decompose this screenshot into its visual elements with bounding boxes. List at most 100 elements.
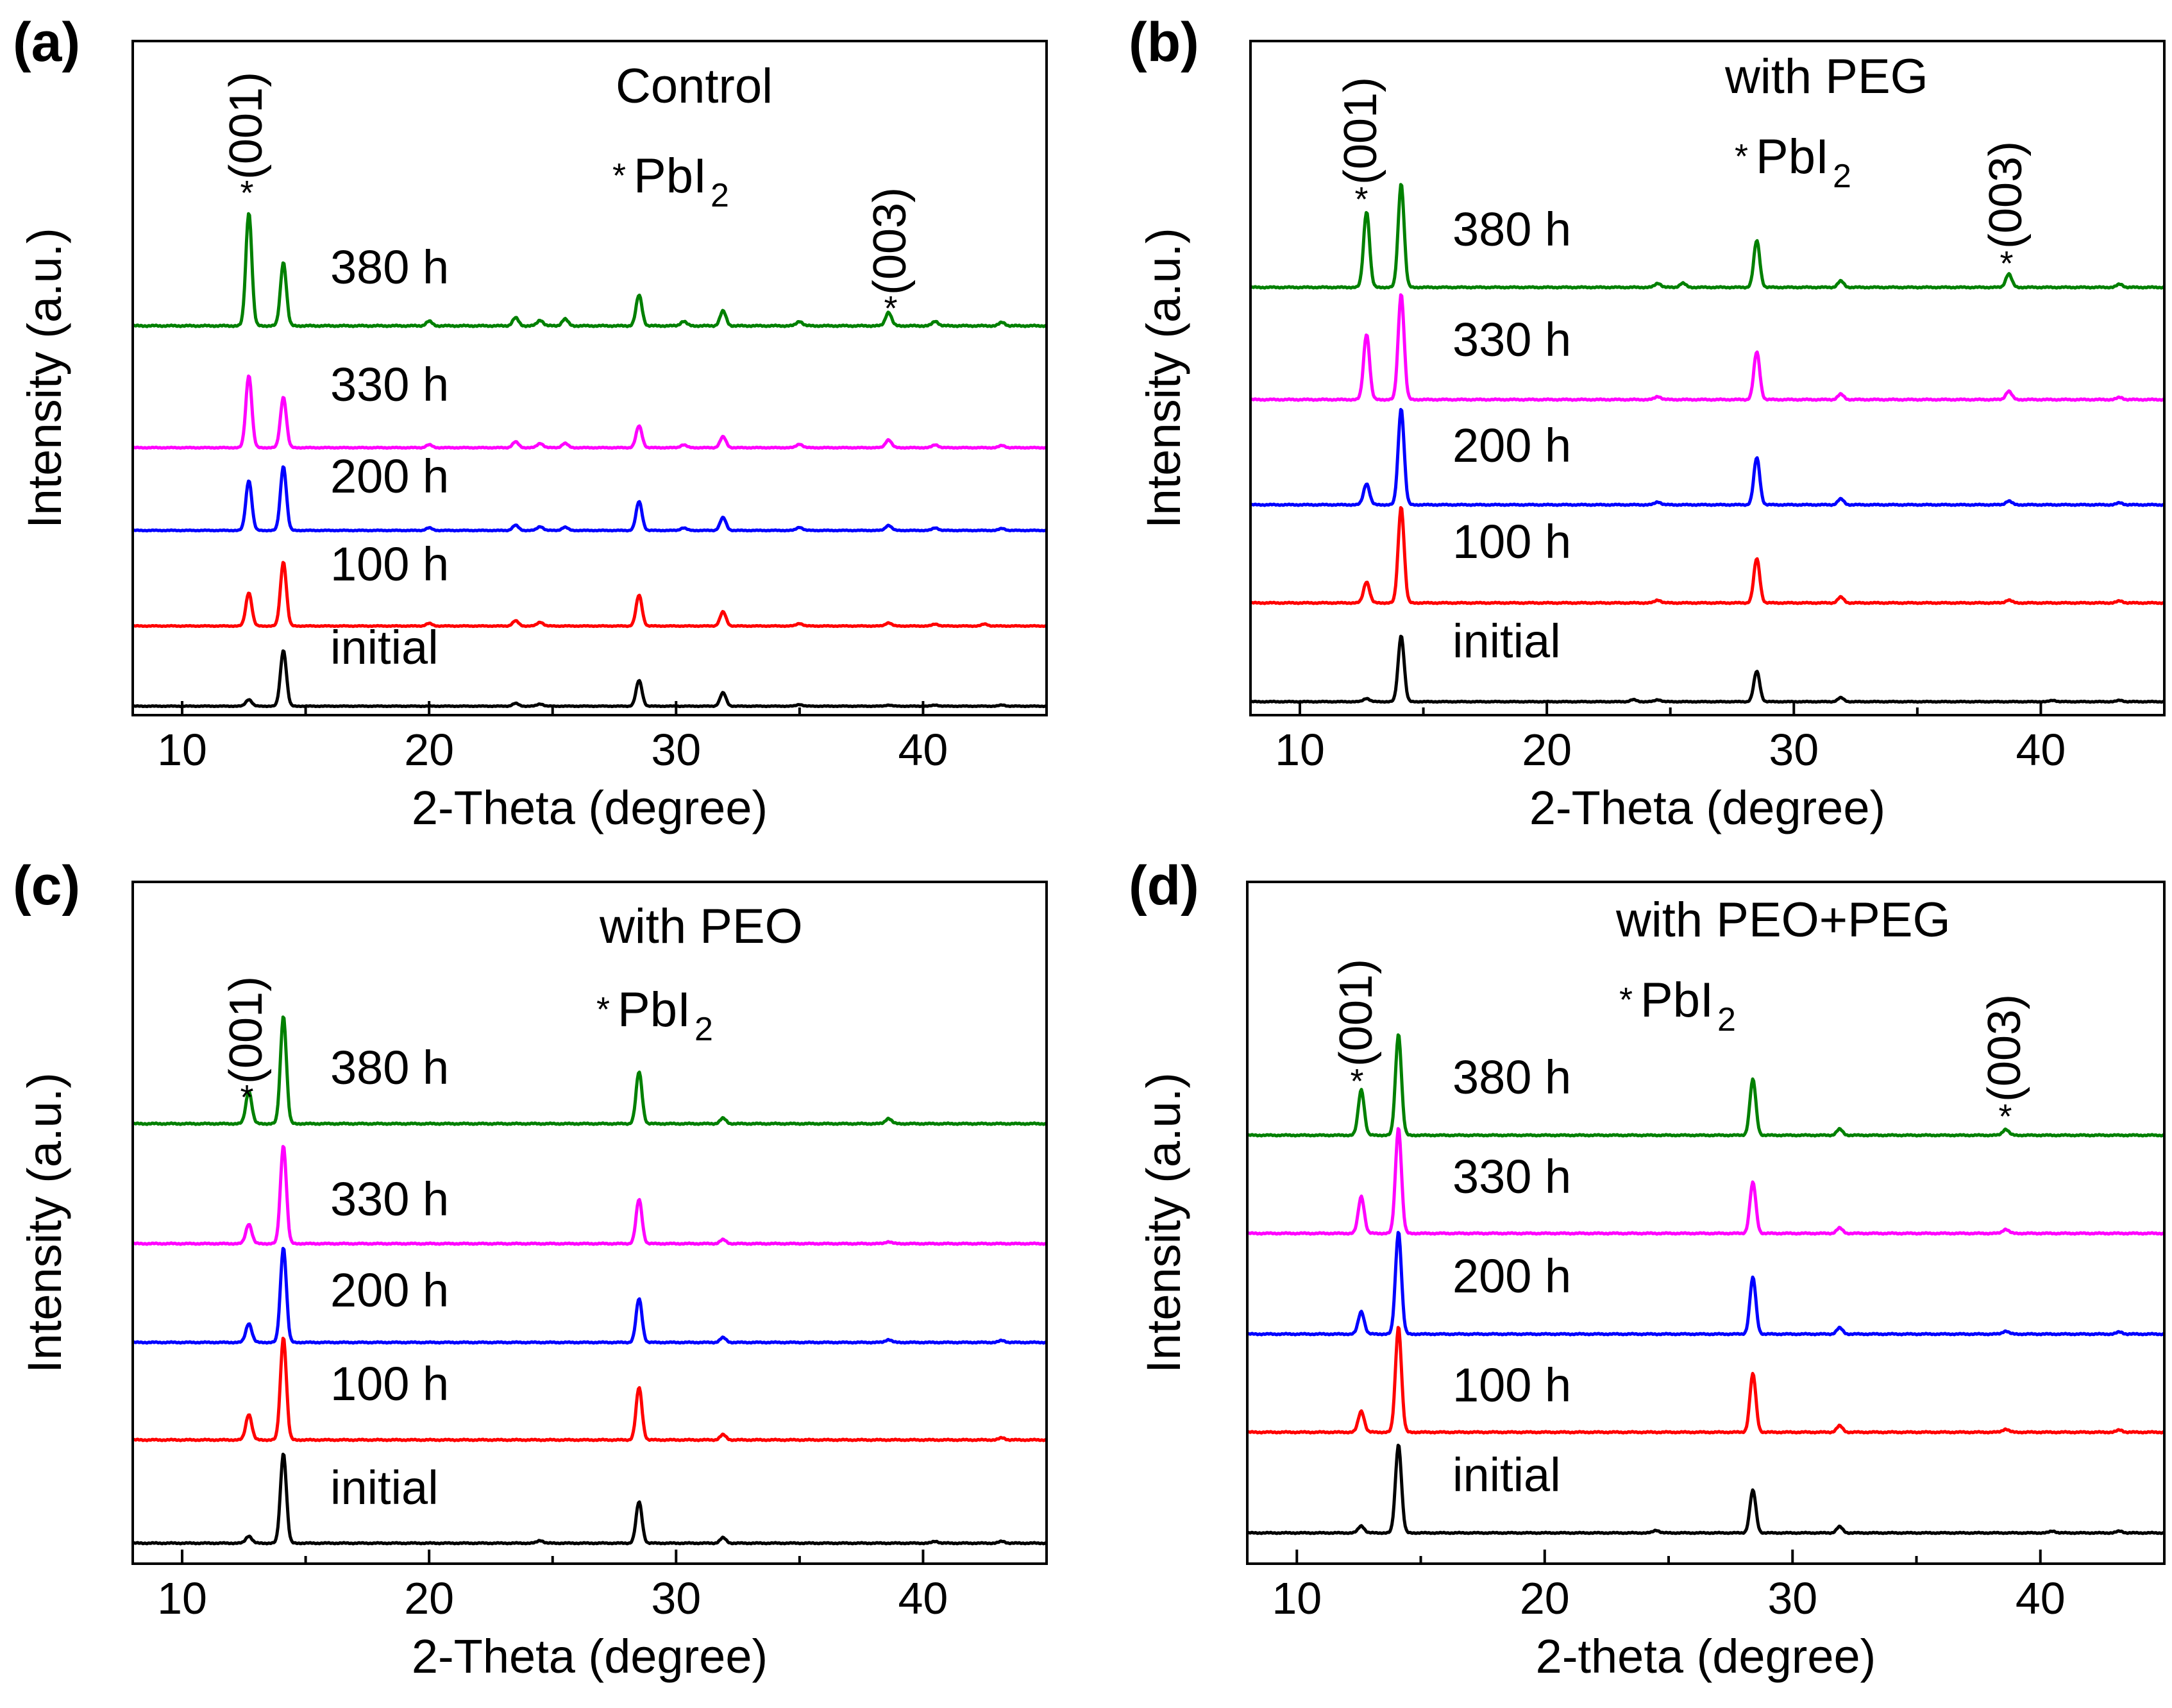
- series-line-100-h: [1246, 1326, 2165, 1435]
- series-label: initial: [330, 1461, 439, 1514]
- x-tick-label: 30: [651, 725, 701, 775]
- series-line-200-h: [131, 1247, 1047, 1345]
- x-tick-label: 40: [2016, 725, 2066, 775]
- series-line-330-h: [131, 1145, 1047, 1246]
- series-label: 330 h: [330, 1172, 449, 1226]
- pbi2-note: PbI: [1640, 973, 1713, 1027]
- plot-frame: [1246, 881, 2166, 1565]
- x-tick-label: 20: [1522, 725, 1572, 775]
- x-tick-label: 30: [1769, 725, 1819, 775]
- plot-frame: [1249, 40, 2166, 716]
- panel-d: (d) initial 100 h 200 h 330 h 380 h 10 20 30 40 2-…: [1129, 855, 2166, 1683]
- series-line-200-h: [1249, 408, 2165, 507]
- y-axis-label: Intensity (a.u.): [1137, 1072, 1190, 1373]
- y-axis-label: Intensity (a.u.): [1137, 228, 1190, 528]
- peak-label: (003): [1979, 994, 2030, 1102]
- peak-label: (003): [1980, 141, 2032, 249]
- x-tick-label: 10: [157, 1573, 207, 1623]
- legend-title: with PEG: [1724, 49, 1928, 104]
- peak-star-marker: *: [1999, 244, 2013, 283]
- series-label: 380 h: [330, 1041, 449, 1094]
- series-label: 100 h: [330, 537, 449, 591]
- peak-label: (001): [221, 72, 272, 180]
- series-line-100-h: [132, 561, 1047, 629]
- pbi2-star-marker: *: [612, 156, 626, 195]
- series-line-initial: [131, 1452, 1047, 1546]
- x-axis-label: 2-Theta (degree): [412, 1630, 768, 1683]
- legend-title: with PEO+PEG: [1615, 893, 1951, 947]
- peak-star-marker: *: [240, 174, 253, 212]
- x-tick-label: 10: [157, 725, 207, 775]
- panel-c: (c) initial 100 h 200 h 330 h 380 h 10 20 30 40 2-…: [13, 855, 1048, 1683]
- pbi2-note: PbI: [618, 983, 691, 1037]
- peak-label: (001): [1335, 77, 1386, 185]
- pbi2-star-marker: *: [596, 990, 610, 1029]
- series-label: initial: [1452, 614, 1561, 668]
- series-line-380-h: [1246, 1033, 2165, 1138]
- series-line-100-h: [131, 1337, 1047, 1442]
- panel-b: (b) initial 100 h 200 h 330 h 380 h 10 20 30 40 2-…: [1129, 12, 2166, 834]
- x-tick-label: 20: [1520, 1573, 1570, 1623]
- peak-star-marker: *: [1998, 1097, 2012, 1136]
- series-line-330-h: [1249, 293, 2165, 402]
- x-tick-label: 20: [404, 1573, 454, 1623]
- pbi2-subscript: 2: [711, 177, 729, 214]
- panel-letter: (d): [1129, 855, 1199, 917]
- series-line-200-h: [1246, 1231, 2165, 1337]
- panel-letter: (c): [13, 855, 80, 917]
- pbi2-star-marker: *: [1735, 137, 1748, 176]
- series-label: 380 h: [330, 241, 449, 294]
- pbi2-star-marker: *: [1619, 981, 1633, 1019]
- series-label: 380 h: [1452, 203, 1571, 256]
- series-label: 200 h: [330, 450, 449, 503]
- x-tick-label: 10: [1272, 1573, 1322, 1623]
- pbi2-note: PbI: [634, 149, 707, 203]
- x-tick-label: 30: [1767, 1573, 1817, 1623]
- x-axis-label: 2-theta (degree): [1536, 1630, 1876, 1683]
- series-label: 380 h: [1452, 1051, 1571, 1104]
- pbi2-subscript: 2: [695, 1011, 713, 1048]
- series-label: initial: [330, 621, 439, 674]
- y-axis-label: Intensity (a.u.): [18, 1072, 71, 1373]
- series-label: 200 h: [1452, 1249, 1571, 1303]
- series-label: initial: [1452, 1448, 1561, 1501]
- x-tick-label: 40: [898, 725, 948, 775]
- panel-a: (a) initial 100 h 200 h 330 h 380 h 10 20 30 40 2-…: [13, 12, 1048, 834]
- series-line-330-h: [1246, 1127, 2165, 1236]
- panel-letter: (b): [1129, 12, 1199, 73]
- series-label: 330 h: [1452, 313, 1571, 366]
- series-label: 100 h: [1452, 1358, 1571, 1412]
- peak-star-marker: *: [884, 289, 897, 328]
- series-line-380-h: [131, 212, 1047, 328]
- series-label: 100 h: [330, 1357, 449, 1410]
- peak-star-marker: *: [1354, 180, 1368, 219]
- pbi2-note: PbI: [1756, 130, 1829, 184]
- series-line-330-h: [132, 374, 1047, 450]
- peak-label: (001): [221, 976, 272, 1084]
- x-tick-label: 40: [898, 1573, 948, 1623]
- series-line-initial: [132, 649, 1047, 709]
- peak-label: (003): [864, 187, 916, 295]
- peak-star-marker: *: [1350, 1062, 1363, 1101]
- plot-frame: [131, 40, 1048, 716]
- y-axis-label: Intensity (a.u.): [18, 228, 71, 528]
- x-axis-label: 2-Theta (degree): [412, 781, 768, 834]
- x-tick-label: 30: [651, 1573, 701, 1623]
- x-tick-label: 40: [2016, 1573, 2066, 1623]
- series-line-380-h: [1249, 183, 2165, 290]
- legend-title: with PEO: [599, 899, 803, 954]
- x-axis-label: 2-Theta (degree): [1529, 781, 1885, 834]
- series-label: 200 h: [1452, 419, 1571, 472]
- series-line-200-h: [132, 465, 1047, 533]
- series-line-380-h: [131, 1015, 1047, 1126]
- legend-title: Control: [616, 59, 773, 114]
- series-label: 100 h: [1452, 515, 1571, 568]
- plot-frame: [131, 881, 1048, 1565]
- peak-star-marker: *: [240, 1078, 253, 1117]
- series-line-100-h: [1249, 506, 2165, 605]
- pbi2-subscript: 2: [1833, 158, 1851, 195]
- series-line-initial: [1250, 634, 2165, 704]
- series-label: 330 h: [330, 358, 449, 411]
- series-line-initial: [1246, 1443, 2165, 1535]
